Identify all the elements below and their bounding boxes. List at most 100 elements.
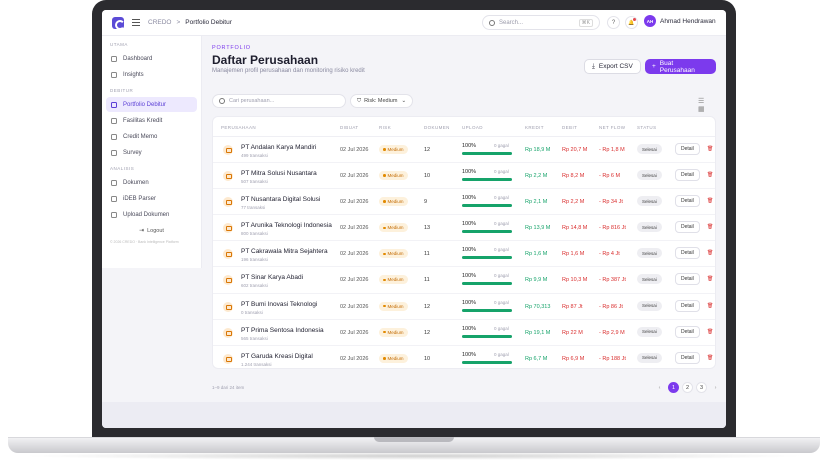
credit-amount: Rp 9,9 M bbox=[525, 277, 548, 284]
table-row[interactable]: PT Cakrawala Mitra Sejahtera 196 transaks… bbox=[213, 241, 715, 268]
created-date: 02 Jul 2026 bbox=[340, 147, 369, 153]
column-header[interactable]: RISK bbox=[379, 125, 392, 130]
upload-progress-fill bbox=[462, 308, 512, 312]
sidebar-item-survey[interactable]: Survey bbox=[106, 145, 197, 160]
document-count: 13 bbox=[424, 225, 431, 232]
column-header[interactable]: DOKUMEN bbox=[424, 125, 450, 130]
sidebar-item-insights[interactable]: Insights bbox=[106, 67, 197, 82]
create-company-button[interactable]: + Buat Perusahaan bbox=[645, 59, 716, 74]
upload-progress-bar bbox=[462, 152, 512, 155]
company-name[interactable]: PT Nusantara Digital Solusi bbox=[241, 196, 321, 204]
delete-button[interactable]: 🗑 H bbox=[707, 250, 715, 257]
transaction-count: 77 transaksi bbox=[241, 205, 266, 211]
delete-button[interactable]: 🗑 H bbox=[707, 146, 715, 152]
detail-button[interactable]: Detail bbox=[675, 325, 700, 338]
building-icon bbox=[223, 197, 233, 208]
breadcrumb-app[interactable]: CREDO bbox=[148, 19, 172, 26]
created-date: 02 Jul 2026 bbox=[340, 225, 369, 232]
global-search-input[interactable]: Search... ⌘K bbox=[482, 15, 600, 30]
page-button-3[interactable]: 3 bbox=[696, 382, 707, 393]
table-row[interactable]: PT Nusantara Digital Solusi 77 transaksi 0… bbox=[213, 189, 715, 216]
briefcase-icon bbox=[111, 101, 117, 108]
delete-button[interactable]: 🗑 H bbox=[707, 328, 715, 335]
detail-button[interactable]: Detail bbox=[675, 299, 700, 312]
column-header[interactable]: PERUSAHAAN bbox=[221, 125, 257, 130]
table-row[interactable]: PT Mitra Solusi Nusantara 507 transaksi 02… bbox=[213, 163, 715, 190]
sidebar-item-credit-memo[interactable]: Credit Memo bbox=[106, 129, 197, 144]
table-row[interactable]: PT Prima Sentosa Indonesia 565 transaksi 0… bbox=[213, 320, 715, 346]
sidebar-item-portfolio-debitur[interactable]: Portfolio Debitur bbox=[106, 97, 197, 112]
credo-logo-icon[interactable] bbox=[112, 16, 125, 30]
company-search-input[interactable]: Cari perusahaan... bbox=[212, 94, 346, 108]
table-row[interactable]: PT Arunika Teknologi Indonesia 800 transa… bbox=[213, 215, 715, 242]
delete-button[interactable]: 🗑 H bbox=[707, 354, 715, 361]
hamburger-menu-icon[interactable] bbox=[132, 19, 140, 26]
help-button[interactable]: ? bbox=[607, 16, 620, 29]
sidebar-item-dokumen[interactable]: Dokumen bbox=[106, 175, 197, 190]
sidebar-item-dashboard[interactable]: Dashboard bbox=[106, 51, 197, 66]
created-date: 02 Jul 2026 bbox=[340, 355, 369, 362]
building-icon bbox=[223, 223, 233, 234]
created-date: 02 Jul 2026 bbox=[340, 173, 369, 180]
chevron-down-icon: ⌄ bbox=[401, 98, 407, 104]
delete-button[interactable]: 🗑 H bbox=[707, 276, 715, 283]
column-header[interactable]: KREDIT bbox=[525, 125, 544, 130]
table-row[interactable]: PT Sinar Karya Abadi 602 transaksi 02 Jul … bbox=[213, 267, 715, 294]
company-name[interactable]: PT Mitra Solusi Nusantara bbox=[241, 170, 317, 178]
company-name[interactable]: PT Prima Sentosa Indonesia bbox=[241, 326, 324, 334]
sidebar-item-fasilitas-kredit[interactable]: Fasilitas Kredit bbox=[106, 113, 197, 128]
company-name[interactable]: PT Cakrawala Mitra Sejahtera bbox=[241, 248, 328, 256]
upload-percent: 100% bbox=[462, 195, 477, 202]
prev-page-button[interactable]: ‹ bbox=[658, 384, 661, 391]
column-header[interactable]: DIBUAT bbox=[340, 125, 359, 130]
table-row[interactable]: PT Andalan Karya Mandiri 499 transaksi 02 … bbox=[213, 137, 715, 164]
detail-button[interactable]: Detail bbox=[675, 351, 700, 364]
upload-failed-count: 0 gagal bbox=[494, 351, 509, 357]
column-header[interactable]: UPLOAD bbox=[462, 125, 483, 130]
logout-button[interactable]: ⇥ Logout bbox=[102, 227, 201, 235]
delete-button[interactable]: 🗑 H bbox=[707, 224, 715, 231]
company-name[interactable]: PT Sinar Karya Abadi bbox=[241, 274, 304, 282]
column-header[interactable]: DEBIT bbox=[562, 125, 578, 130]
company-name[interactable]: PT Garuda Kreasi Digital bbox=[241, 352, 313, 360]
detail-button[interactable]: Detail bbox=[675, 143, 700, 155]
company-name[interactable]: PT Bumi Inovasi Teknologi bbox=[241, 300, 318, 308]
sidebar-item-upload-dokumen[interactable]: Upload Dokumen bbox=[106, 207, 197, 222]
created-date: 02 Jul 2026 bbox=[340, 199, 369, 206]
sidebar-footer: © 2026 CREDO · Bank Intelligence Platfor… bbox=[110, 240, 179, 244]
column-header[interactable]: STATUS bbox=[637, 125, 657, 130]
notification-button[interactable]: 🔔 bbox=[625, 16, 638, 29]
company-name[interactable]: PT Andalan Karya Mandiri bbox=[241, 144, 317, 151]
delete-button[interactable]: 🗑 H bbox=[707, 302, 715, 309]
user-menu[interactable]: AH Ahmad Hendrawan bbox=[644, 15, 716, 27]
detail-button[interactable]: Detail bbox=[675, 169, 700, 182]
export-csv-button[interactable]: ⤓ Export CSV bbox=[584, 59, 641, 74]
risk-filter-dropdown[interactable]: ⛉ Risk: Medium ⌄ bbox=[350, 94, 414, 108]
detail-button[interactable]: Detail bbox=[675, 273, 700, 286]
table-row[interactable]: PT Bumi Inovasi Teknologi 0 transaksi 02 J… bbox=[213, 294, 715, 320]
risk-badge: Medium bbox=[379, 223, 408, 233]
sidebar-section-label: DEBITUR bbox=[110, 88, 134, 93]
sidebar-item-ideb-parser[interactable]: iDEB Parser bbox=[106, 191, 197, 206]
detail-button[interactable]: Detail bbox=[675, 221, 700, 234]
document-count: 10 bbox=[424, 173, 431, 180]
detail-button[interactable]: Detail bbox=[675, 247, 700, 260]
upload-failed-count: 0 gagal bbox=[494, 195, 509, 201]
page-button-1[interactable]: 1 bbox=[668, 382, 679, 393]
delete-button[interactable]: 🗑 H bbox=[707, 198, 715, 205]
page-button-2[interactable]: 2 bbox=[682, 382, 693, 393]
next-page-button[interactable]: › bbox=[714, 384, 717, 391]
company-name[interactable]: PT Arunika Teknologi Indonesia bbox=[241, 222, 332, 230]
net-flow-amount: - Rp 387 Jt bbox=[599, 277, 626, 284]
upload-progress-bar bbox=[462, 204, 512, 208]
delete-button[interactable]: 🗑 H bbox=[707, 172, 715, 179]
risk-badge: Medium bbox=[379, 327, 408, 337]
risk-filter-label: Risk: Medium bbox=[364, 98, 398, 104]
column-header[interactable]: NET FLOW bbox=[599, 125, 626, 130]
detail-button[interactable]: Detail bbox=[675, 195, 700, 208]
table-row[interactable]: PT Garuda Kreasi Digital 1.244 transaksi 0… bbox=[213, 346, 715, 368]
sidebar-item-label: Dokumen bbox=[123, 179, 149, 186]
view-toggle[interactable]: ☰ ▦ bbox=[698, 98, 708, 113]
upload-progress-fill bbox=[462, 204, 512, 208]
credit-amount: Rp 6,7 M bbox=[525, 355, 548, 362]
